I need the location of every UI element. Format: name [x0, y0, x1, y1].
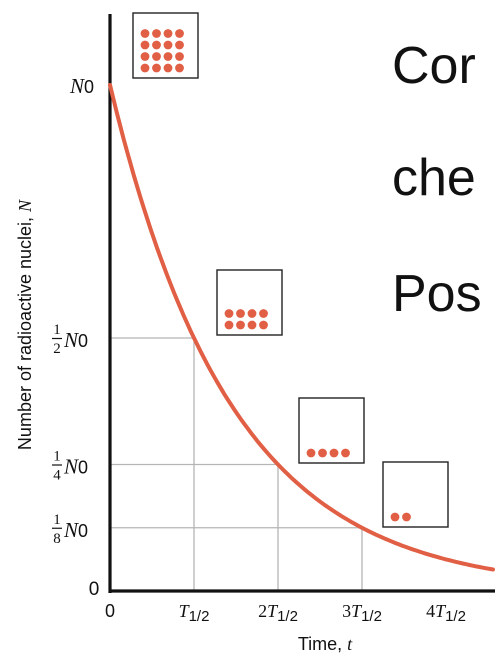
- nucleus-dot: [140, 52, 150, 61]
- nucleus-dot: [163, 40, 173, 50]
- x-tick-zero: 0: [105, 601, 115, 621]
- nucleus-dot: [175, 40, 184, 50]
- x-tick-label: 2T1/2: [258, 601, 298, 625]
- y-tick-numerator: 1: [53, 322, 61, 338]
- y-tick-denominator: 4: [53, 468, 61, 484]
- nucleus-dot: [390, 512, 400, 522]
- x-tick-text: 3T1/2: [342, 601, 382, 625]
- y-tick-label: 0: [89, 579, 100, 600]
- x-tick-text: T1/2: [179, 601, 210, 625]
- nucleus-dot: [175, 63, 184, 73]
- y-axis-label: Number of radioactive nuclei, N: [15, 199, 35, 450]
- y-tick-label: N0: [69, 74, 94, 98]
- y-tick-denominator: 2: [53, 341, 61, 357]
- slide-text-line-2: che: [392, 149, 476, 207]
- x-tick-text: 4T1/2: [426, 601, 466, 625]
- y-tick-symbol: N0: [63, 455, 88, 479]
- y-tick-symbol: N0: [63, 518, 88, 542]
- nucleus-dot: [152, 40, 161, 50]
- nucleus-dot: [236, 309, 245, 318]
- slide-text-line-1: Cor: [392, 37, 476, 95]
- y-tick-numerator: 1: [53, 512, 61, 528]
- nucleus-dot: [140, 40, 150, 50]
- nucleus-dot: [402, 512, 411, 522]
- inset-box: [298, 397, 365, 464]
- nucleus-dot: [306, 448, 316, 458]
- inset-box: [382, 461, 449, 528]
- nucleus-dot: [247, 320, 257, 330]
- inset-box: [216, 269, 283, 336]
- nucleus-dot: [341, 448, 350, 458]
- nucleus-dot: [140, 29, 150, 38]
- nucleus-dot: [163, 63, 173, 73]
- nucleus-dot: [224, 320, 234, 330]
- nucleus-dot: [247, 309, 257, 318]
- nucleus-dot: [329, 448, 339, 458]
- nucleus-dot: [236, 320, 245, 330]
- y-tick-label: 1 4 N0: [52, 449, 88, 484]
- nucleus-dot: [152, 63, 161, 73]
- nucleus-dot: [163, 52, 173, 61]
- nucleus-dot: [152, 29, 161, 38]
- y-tick-label: 1 8 N0: [52, 512, 88, 547]
- x-tick-label: 3T1/2: [342, 601, 382, 625]
- y-tick-symbol: N0: [69, 74, 94, 98]
- inset-box: [132, 12, 199, 79]
- nucleus-dot: [318, 448, 327, 458]
- nucleus-dot: [152, 52, 161, 61]
- nucleus-dot: [175, 29, 184, 38]
- x-tick-label: 0: [105, 601, 115, 621]
- nucleus-dot: [140, 63, 150, 73]
- x-tick-text: 2T1/2: [258, 601, 298, 625]
- nucleus-dot: [259, 320, 268, 330]
- decay-curve: [108, 83, 495, 572]
- y-tick-zero: 0: [89, 579, 100, 600]
- x-tick-label: T1/2: [179, 601, 210, 625]
- slide-text-line-3: Pos: [392, 265, 482, 323]
- nucleus-dot: [224, 309, 234, 318]
- y-tick-symbol: N0: [63, 328, 88, 352]
- x-tick-label: 4T1/2: [426, 601, 466, 625]
- nucleus-dot: [163, 29, 173, 38]
- y-tick-denominator: 8: [53, 531, 61, 547]
- y-tick-label: 1 2 N0: [52, 322, 88, 357]
- nucleus-dot: [259, 309, 268, 318]
- x-axis-label: Time, t: [298, 634, 353, 654]
- y-tick-numerator: 1: [53, 449, 61, 465]
- nucleus-dot: [175, 52, 184, 61]
